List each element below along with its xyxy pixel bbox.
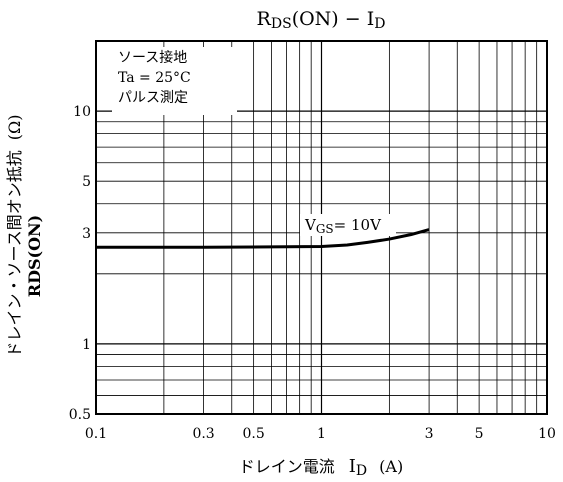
series-annotation-bg: [300, 214, 396, 236]
y-tick-label: 3: [82, 226, 91, 242]
x-tick-labels: 0.1 0.3 0.5 1 3 5 10: [85, 426, 556, 442]
x-axis-label-symbol: I: [349, 456, 356, 477]
x-tick-label: 0.1: [85, 426, 107, 442]
chart-title-sub1: DS: [271, 16, 292, 32]
chart-title-main: R: [257, 8, 272, 30]
x-tick-label: 0.3: [192, 426, 214, 442]
y-tick-label: 1: [82, 337, 91, 353]
series-annotation-main: V: [304, 216, 317, 234]
chart-title-mid: (ON) − I: [292, 8, 375, 30]
y-tick-labels: 0.5 1 3 5 10: [69, 104, 91, 423]
x-axis-label-unit: (A): [379, 457, 403, 476]
series-vgs-10v-line: [96, 228, 430, 249]
x-tick-label: 3: [425, 426, 434, 442]
conditions-line-1: ソース接地: [118, 49, 187, 66]
series-annotation: VGS= 10V: [304, 216, 382, 236]
conditions-line-2: Ta = 25°C: [118, 70, 191, 86]
y-axis-label: ドレイン・ソース間オン抵抗 (Ω) RDS(ON): [5, 115, 44, 358]
chart-title: RDS(ON) − ID: [257, 8, 386, 32]
x-tick-label: 1: [317, 426, 326, 442]
x-tick-label: 0.5: [242, 426, 264, 442]
y-axis-label-line2: RDS(ON): [25, 215, 44, 297]
y-axis-label-text: ドレイン・ソース間オン抵抗: [5, 150, 24, 357]
conditions-line-3: パルス測定: [118, 90, 188, 106]
series-annotation-sub: GS: [316, 222, 334, 236]
x-tick-label: 5: [475, 426, 484, 442]
y-axis-label-unit: (Ω): [5, 115, 24, 141]
x-axis-label-sub: D: [356, 463, 367, 479]
y-axis-label-line1: ドレイン・ソース間オン抵抗 (Ω): [5, 115, 24, 358]
conditions-box: [112, 47, 237, 115]
y-tick-label: 0.5: [69, 407, 91, 423]
y-tick-label: 5: [82, 174, 91, 190]
x-tick-label: 10: [538, 426, 556, 442]
x-axis-label: ドレイン電流 ID (A): [239, 456, 403, 479]
y-tick-label: 10: [73, 104, 91, 120]
chart-title-sub2: D: [374, 16, 385, 32]
x-axis-label-text: ドレイン電流: [239, 457, 335, 476]
series-annotation-rest: = 10V: [334, 216, 382, 234]
grid-lines: [96, 41, 547, 414]
plot-frame: [95, 40, 548, 415]
